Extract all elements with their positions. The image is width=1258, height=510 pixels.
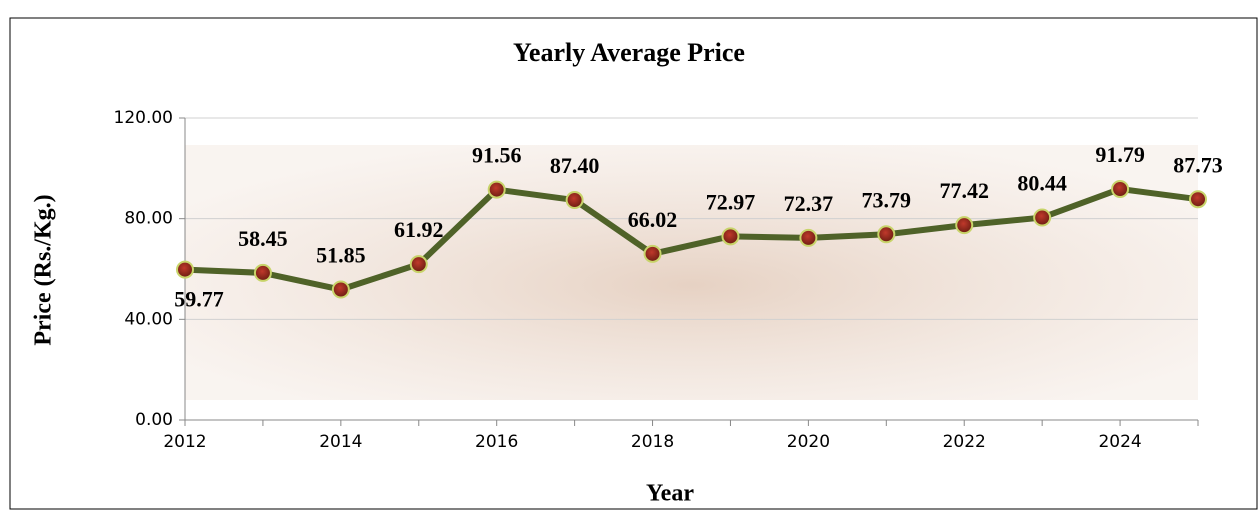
page: Yearly Average Price Year Price (Rs./Kg.… bbox=[0, 0, 1258, 510]
y-tick-label: 80.00 bbox=[124, 209, 173, 229]
marker bbox=[177, 262, 193, 278]
x-axis-title: Year bbox=[646, 481, 694, 507]
data-label: 80.44 bbox=[1017, 171, 1067, 196]
marker bbox=[1112, 181, 1128, 197]
x-tick-label: 2020 bbox=[787, 432, 830, 452]
marker bbox=[255, 265, 271, 281]
data-label: 77.42 bbox=[939, 178, 989, 203]
data-label: 59.77 bbox=[174, 287, 224, 312]
x-tick-label: 2024 bbox=[1098, 432, 1141, 452]
marker bbox=[800, 230, 816, 246]
x-tick-label: 2014 bbox=[319, 432, 362, 452]
marker bbox=[878, 226, 894, 242]
chart-title: Yearly Average Price bbox=[513, 38, 745, 67]
marker bbox=[1034, 210, 1050, 226]
marker bbox=[722, 228, 738, 244]
x-tick-label: 2012 bbox=[163, 432, 206, 452]
marker bbox=[567, 192, 583, 208]
data-label: 72.97 bbox=[706, 189, 756, 214]
y-tick-label: 40.00 bbox=[124, 309, 173, 329]
marker bbox=[956, 217, 972, 233]
data-label: 91.79 bbox=[1095, 142, 1145, 167]
data-label: 51.85 bbox=[316, 243, 366, 268]
chart: Yearly Average Price Year Price (Rs./Kg.… bbox=[0, 0, 1258, 510]
x-tick-label: 2016 bbox=[475, 432, 518, 452]
data-label: 66.02 bbox=[628, 207, 678, 232]
y-tick-label: 0.00 bbox=[135, 410, 173, 430]
data-label: 73.79 bbox=[862, 187, 912, 212]
marker bbox=[411, 256, 427, 272]
marker bbox=[489, 182, 505, 198]
marker bbox=[645, 246, 661, 262]
data-label: 72.37 bbox=[784, 191, 834, 216]
data-label: 58.45 bbox=[238, 226, 288, 251]
marker bbox=[333, 282, 349, 298]
data-label: 91.56 bbox=[472, 143, 522, 168]
data-label: 61.92 bbox=[394, 217, 444, 242]
y-tick-label: 120.00 bbox=[114, 108, 173, 128]
data-label: 87.73 bbox=[1173, 152, 1223, 177]
data-label: 87.40 bbox=[550, 153, 600, 178]
x-tick-label: 2022 bbox=[943, 432, 986, 452]
x-tick-label: 2018 bbox=[631, 432, 674, 452]
marker bbox=[1190, 191, 1206, 207]
y-axis-title: Price (Rs./Kg.) bbox=[31, 194, 57, 345]
